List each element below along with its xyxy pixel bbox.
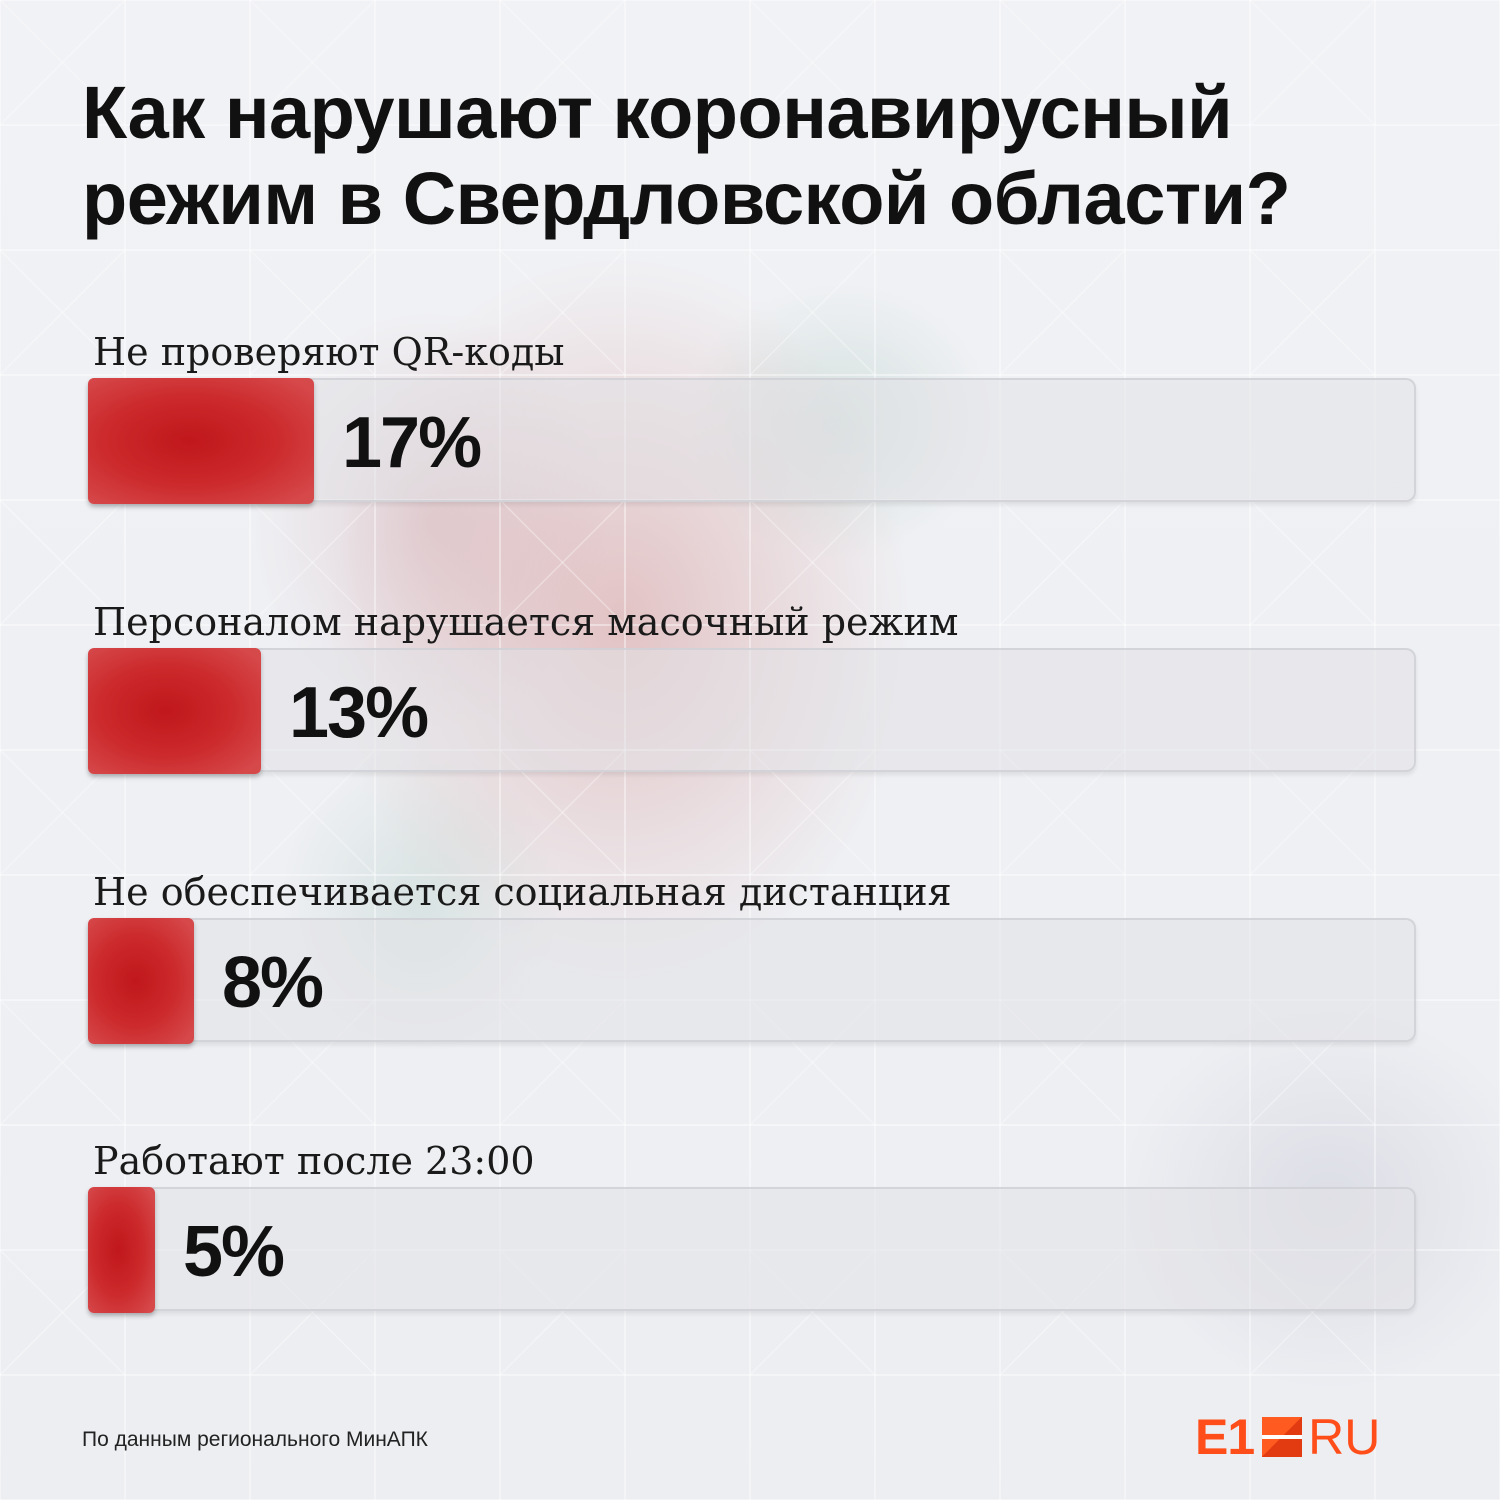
bar-row: Персоналом нарушается масочный режим 13% [88, 600, 1418, 800]
grid-line [1249, 499, 1376, 626]
bar-row: Не проверяют QR-коды 17% [88, 330, 1418, 530]
logo-square-icon [1262, 1417, 1303, 1457]
grid-line [0, 1249, 126, 1376]
bar-fill [88, 648, 261, 774]
grid-line [999, 249, 1126, 376]
bar-label: Персоналом нарушается масочный режим [93, 600, 959, 644]
title-line-1: Как нарушают коронавирусный [82, 71, 1233, 154]
bar-track [88, 918, 1416, 1042]
grid-line [999, 0, 1126, 126]
grid-line [0, 749, 126, 876]
grid-line [749, 499, 876, 626]
grid-line [249, 499, 376, 626]
bar-row: Работают после 23:00 5% [88, 1139, 1418, 1339]
source-note: По данным регионального МинАПК [82, 1428, 428, 1451]
grid-line [999, 0, 1126, 126]
bar-label: Не проверяют QR-коды [93, 330, 565, 374]
grid-line [499, 0, 626, 126]
grid-line [749, 249, 876, 376]
grid-line [749, 499, 876, 626]
grid-line [1249, 249, 1376, 376]
grid-line [249, 499, 376, 626]
bar-track [88, 1187, 1416, 1311]
grid-line [0, 499, 126, 626]
grid-line [749, 249, 876, 376]
grid-line [1249, 0, 1376, 126]
bar-fill [88, 1187, 155, 1313]
logo-ru-text: RU [1308, 1409, 1381, 1465]
bar-fill [88, 378, 314, 504]
bar-value-label: 8% [222, 943, 324, 1023]
grid-line [499, 499, 626, 626]
grid-line [0, 0, 126, 126]
grid-line [999, 499, 1126, 626]
grid-line [0, 999, 126, 1126]
grid-line [499, 499, 626, 626]
grid-line [0, 0, 126, 126]
grid-line [249, 0, 376, 126]
grid-line [0, 499, 126, 626]
title-line-2: режим в Свердловской области? [82, 157, 1291, 240]
bar-value-label: 17% [342, 403, 482, 483]
bar-fill [88, 918, 194, 1044]
grid-line [1249, 0, 1376, 126]
grid-line [749, 0, 876, 126]
bar-label: Не обеспечивается социальная дистанция [93, 870, 952, 914]
logo-e1-text: E1 [1195, 1409, 1255, 1465]
chart-title: Как нарушают коронавирусный режим в Свер… [82, 70, 1442, 242]
grid-line [999, 499, 1126, 626]
grid-line [0, 249, 126, 376]
bar-value-label: 13% [289, 673, 429, 753]
e1-logo[interactable]: E1 RU [1195, 1412, 1380, 1462]
bar-value-label: 5% [183, 1212, 285, 1292]
bar-row: Не обеспечивается социальная дистанция 8… [88, 870, 1418, 1070]
grid-line [499, 0, 626, 126]
grid-line [499, 249, 626, 376]
grid-line [999, 249, 1126, 376]
grid-line [1249, 249, 1376, 376]
grid-line [749, 0, 876, 126]
grid-line [499, 249, 626, 376]
bar-track [88, 648, 1416, 772]
grid-line [1249, 499, 1376, 626]
bar-label: Работают после 23:00 [93, 1139, 535, 1183]
grid-line [249, 249, 376, 376]
grid-line [0, 249, 126, 376]
grid-line [249, 0, 376, 126]
grid-line [249, 249, 376, 376]
